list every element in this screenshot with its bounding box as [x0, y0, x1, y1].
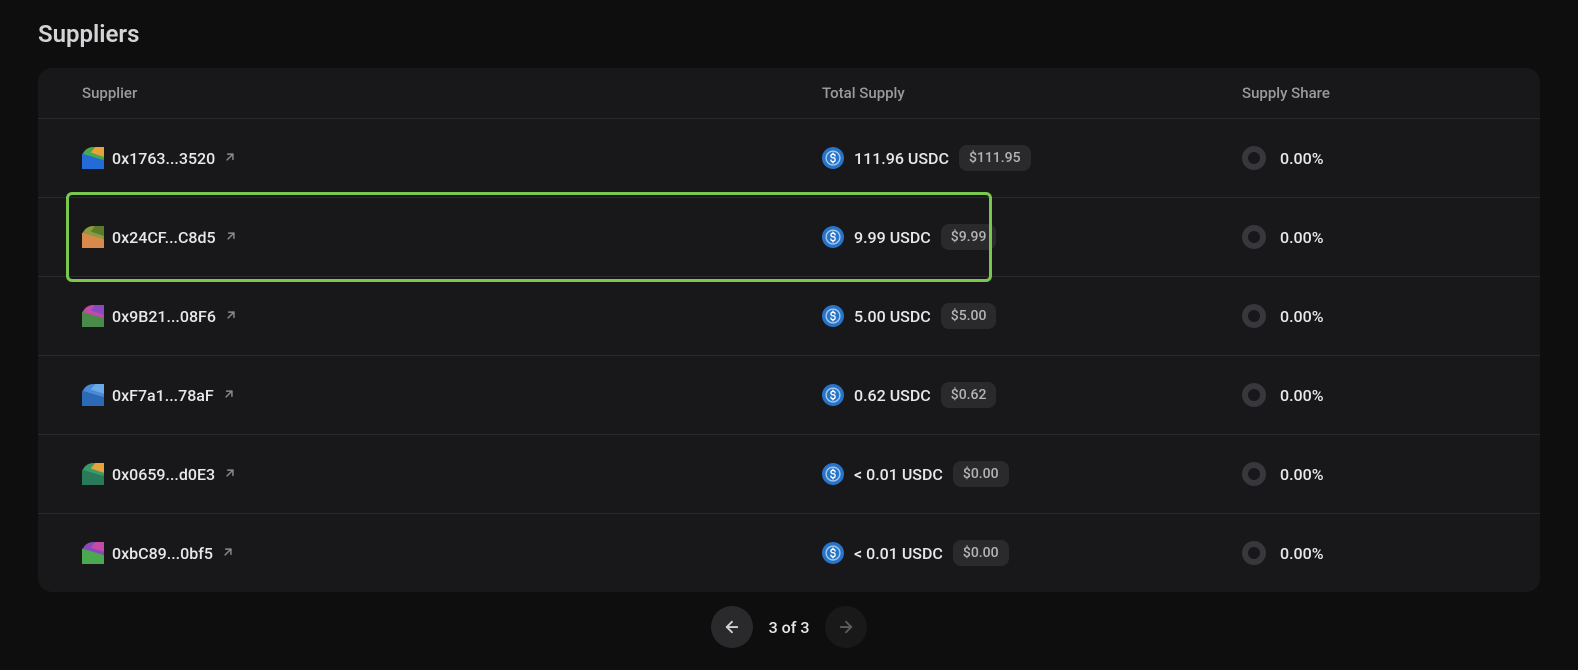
usdc-token-icon [822, 463, 844, 485]
share-donut-icon [1242, 462, 1266, 486]
external-link-icon [224, 307, 238, 326]
supply-amount: < 0.01 USDC [854, 465, 943, 484]
supplier-cell: 0x24CF...C8d5 [82, 226, 822, 248]
supply-share-cell: 0.00% [1242, 225, 1496, 249]
usdc-token-icon [822, 305, 844, 327]
supply-share-cell: 0.00% [1242, 304, 1496, 328]
total-supply-cell: < 0.01 USDC $0.00 [822, 540, 1242, 566]
col-supply-share: Supply Share [1242, 84, 1496, 102]
prev-page-button[interactable] [711, 606, 753, 648]
total-supply-cell: 0.62 USDC $0.62 [822, 382, 1242, 408]
share-donut-icon [1242, 225, 1266, 249]
address-text: 0x1763...3520 [112, 149, 215, 168]
address-link[interactable]: 0x1763...3520 [112, 149, 237, 168]
supply-amount: < 0.01 USDC [854, 544, 943, 563]
col-supplier: Supplier [82, 84, 822, 102]
address-text: 0x9B21...08F6 [112, 307, 216, 326]
usdc-token-icon [822, 226, 844, 248]
address-text: 0x0659...d0E3 [112, 465, 215, 484]
table-row: 0xbC89...0bf5 < 0.01 USDC $0.00 0.00% [38, 514, 1540, 592]
share-percent: 0.00% [1280, 149, 1324, 168]
address-avatar-icon [82, 305, 104, 327]
supply-usd-badge: $111.95 [959, 145, 1031, 171]
external-link-icon [221, 544, 235, 563]
address-avatar-icon [82, 226, 104, 248]
supply-amount: 5.00 USDC [854, 307, 931, 326]
usdc-token-icon [822, 384, 844, 406]
external-link-icon [223, 465, 237, 484]
pagination: 3 of 3 [38, 606, 1540, 648]
supply-usd-badge: $0.00 [953, 540, 1009, 566]
share-percent: 0.00% [1280, 386, 1324, 405]
supply-share-cell: 0.00% [1242, 146, 1496, 170]
address-text: 0xbC89...0bf5 [112, 544, 213, 563]
supply-amount: 111.96 USDC [854, 149, 949, 168]
supplier-cell: 0x9B21...08F6 [82, 305, 822, 327]
table-body: 0x1763...3520 111.96 USDC $111.95 0.00% … [38, 119, 1540, 592]
address-link[interactable]: 0x9B21...08F6 [112, 307, 238, 326]
supply-amount: 0.62 USDC [854, 386, 931, 405]
arrow-left-icon [723, 618, 741, 636]
total-supply-cell: 5.00 USDC $5.00 [822, 303, 1242, 329]
share-donut-icon [1242, 304, 1266, 328]
share-donut-icon [1242, 146, 1266, 170]
usdc-token-icon [822, 147, 844, 169]
supplier-cell: 0xbC89...0bf5 [82, 542, 822, 564]
supply-usd-badge: $9.99 [941, 224, 997, 250]
col-total-supply: Total Supply [822, 84, 1242, 102]
next-page-button[interactable] [825, 606, 867, 648]
supply-amount: 9.99 USDC [854, 228, 931, 247]
supply-share-cell: 0.00% [1242, 383, 1496, 407]
supply-usd-badge: $5.00 [941, 303, 997, 329]
supply-usd-badge: $0.62 [941, 382, 997, 408]
address-avatar-icon [82, 384, 104, 406]
external-link-icon [222, 386, 236, 405]
table-row: 0x1763...3520 111.96 USDC $111.95 0.00% [38, 119, 1540, 198]
address-link[interactable]: 0x24CF...C8d5 [112, 228, 238, 247]
supplier-cell: 0xF7a1...78aF [82, 384, 822, 406]
page-info: 3 of 3 [769, 618, 810, 637]
address-text: 0x24CF...C8d5 [112, 228, 216, 247]
share-percent: 0.00% [1280, 544, 1324, 563]
supply-share-cell: 0.00% [1242, 541, 1496, 565]
address-link[interactable]: 0xF7a1...78aF [112, 386, 236, 405]
share-percent: 0.00% [1280, 228, 1324, 247]
arrow-right-icon [837, 618, 855, 636]
total-supply-cell: 9.99 USDC $9.99 [822, 224, 1242, 250]
share-donut-icon [1242, 541, 1266, 565]
table-row: 0x9B21...08F6 5.00 USDC $5.00 0.00% [38, 277, 1540, 356]
page-title: Suppliers [38, 20, 1540, 48]
table-row: 0x0659...d0E3 < 0.01 USDC $0.00 0.00% [38, 435, 1540, 514]
supply-share-cell: 0.00% [1242, 462, 1496, 486]
address-avatar-icon [82, 463, 104, 485]
address-link[interactable]: 0x0659...d0E3 [112, 465, 237, 484]
supply-usd-badge: $0.00 [953, 461, 1009, 487]
address-avatar-icon [82, 147, 104, 169]
suppliers-table: Supplier Total Supply Supply Share 0x176… [38, 68, 1540, 592]
table-header: Supplier Total Supply Supply Share [38, 68, 1540, 119]
supplier-cell: 0x1763...3520 [82, 147, 822, 169]
external-link-icon [223, 149, 237, 168]
usdc-token-icon [822, 542, 844, 564]
share-donut-icon [1242, 383, 1266, 407]
external-link-icon [224, 228, 238, 247]
share-percent: 0.00% [1280, 465, 1324, 484]
table-row: 0xF7a1...78aF 0.62 USDC $0.62 0.00% [38, 356, 1540, 435]
supplier-cell: 0x0659...d0E3 [82, 463, 822, 485]
address-avatar-icon [82, 542, 104, 564]
total-supply-cell: 111.96 USDC $111.95 [822, 145, 1242, 171]
address-link[interactable]: 0xbC89...0bf5 [112, 544, 235, 563]
total-supply-cell: < 0.01 USDC $0.00 [822, 461, 1242, 487]
address-text: 0xF7a1...78aF [112, 386, 214, 405]
table-row: 0x24CF...C8d5 9.99 USDC $9.99 0.00% [38, 198, 1540, 277]
share-percent: 0.00% [1280, 307, 1324, 326]
